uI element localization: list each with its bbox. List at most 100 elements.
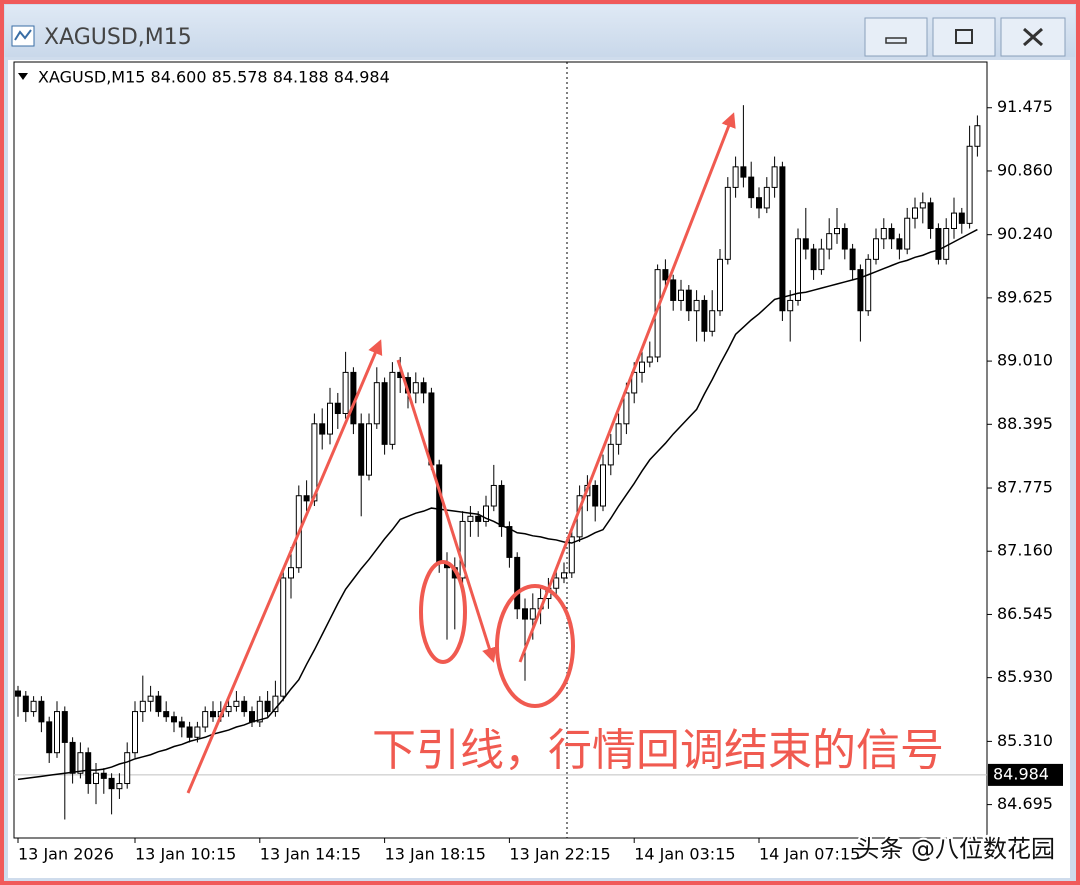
window-buttons[interactable] — [864, 17, 1066, 57]
candle-body — [124, 752, 131, 785]
candle-body — [412, 382, 419, 394]
candle-body — [763, 186, 770, 209]
candle-body — [662, 269, 669, 281]
window-title: XAGUSD,M15 — [44, 25, 192, 50]
y-tick-label: 85.930 — [997, 667, 1053, 686]
y-tick-label: 90.240 — [997, 224, 1053, 243]
candle-body — [467, 515, 474, 522]
x-tick-label: 13 Jan 10:15 — [135, 845, 236, 864]
candle-body — [288, 567, 294, 579]
candle-body — [459, 520, 466, 579]
candle-body — [311, 423, 318, 502]
maximize-button[interactable] — [932, 17, 996, 57]
candle-body — [256, 700, 263, 723]
candle-body — [373, 382, 380, 425]
y-tick-label: 90.860 — [997, 160, 1053, 179]
candle-body — [818, 248, 825, 271]
candle-body — [958, 212, 965, 224]
candle-body — [865, 258, 872, 312]
candle-body — [514, 556, 521, 610]
candle-body — [210, 711, 216, 718]
candle-body — [709, 310, 716, 332]
annotation-text: 下引线，行情回调结束的信号 — [372, 725, 944, 776]
candle-body — [155, 695, 162, 713]
candle-body — [319, 423, 326, 435]
candle-body — [272, 695, 279, 713]
candle-body — [342, 371, 349, 415]
candle-body — [974, 125, 981, 147]
candle-body — [826, 233, 833, 250]
candle-body — [506, 526, 513, 558]
candle-body — [132, 711, 138, 754]
candle-body — [802, 238, 809, 250]
candle-body — [225, 705, 232, 713]
candle-body — [623, 392, 630, 425]
candle-body — [849, 248, 856, 271]
candle-body — [724, 186, 731, 260]
annotation-ellipse — [495, 584, 575, 708]
annotation-arrow — [186, 339, 383, 794]
candle-body — [857, 269, 864, 312]
candle-body — [171, 716, 177, 723]
candle-body — [77, 752, 84, 774]
candle-body — [919, 202, 926, 209]
annotation-arrow — [396, 359, 497, 663]
candle-body — [241, 700, 248, 713]
candle-body — [592, 484, 599, 507]
candle-body — [116, 783, 123, 790]
candle-body — [787, 299, 794, 312]
candle-body — [186, 726, 193, 738]
candle-body — [904, 217, 911, 250]
candle-body — [646, 356, 653, 363]
candle-body — [888, 228, 895, 240]
candle-body — [233, 700, 240, 707]
y-tick-label: 85.310 — [997, 731, 1053, 750]
candle-body — [334, 402, 341, 415]
candle-body — [264, 700, 271, 713]
candle-body — [732, 166, 739, 188]
candle-body — [139, 700, 146, 713]
y-tick-label: 87.160 — [997, 541, 1053, 560]
watermark: 头条 @八位数花园 — [855, 835, 1055, 863]
candle-body — [670, 279, 677, 301]
candle-body — [951, 212, 957, 230]
candle-body — [15, 690, 21, 697]
candle-body — [389, 371, 396, 445]
candle-body — [381, 382, 388, 445]
candle-body — [896, 238, 903, 250]
candle-body — [358, 423, 365, 476]
candle-body — [22, 695, 29, 713]
candle-body — [436, 464, 443, 564]
candle-body — [529, 608, 536, 620]
candle-body — [428, 392, 435, 466]
minimize-button[interactable] — [864, 17, 928, 57]
candle-body — [163, 711, 170, 718]
candle-body — [202, 711, 209, 728]
candle-body — [280, 577, 287, 697]
candle-body — [108, 777, 115, 790]
candle-body — [748, 176, 755, 199]
x-tick-label: 14 Jan 03:15 — [634, 845, 735, 864]
candle-body — [498, 484, 505, 528]
y-tick-label: 89.010 — [997, 351, 1053, 370]
candle-body — [779, 166, 786, 312]
candle-body — [61, 711, 68, 743]
candle-body — [561, 572, 567, 579]
candle-body — [810, 248, 817, 271]
y-tick-label: 87.775 — [997, 478, 1053, 497]
plot-area — [13, 61, 988, 839]
y-tick-label: 84.695 — [997, 794, 1053, 813]
app-icon — [11, 25, 35, 47]
candle-body — [178, 721, 185, 728]
candle-body — [693, 299, 700, 312]
candle-body — [927, 202, 934, 230]
candle-body — [69, 741, 76, 774]
current-price-box — [988, 763, 1063, 786]
candle-body — [678, 289, 684, 301]
candle-body — [303, 495, 310, 502]
candle-body — [966, 145, 973, 224]
candle-body — [701, 299, 708, 332]
candle-body — [639, 361, 645, 373]
dropdown-icon[interactable] — [18, 73, 28, 80]
candle-body — [93, 772, 99, 785]
